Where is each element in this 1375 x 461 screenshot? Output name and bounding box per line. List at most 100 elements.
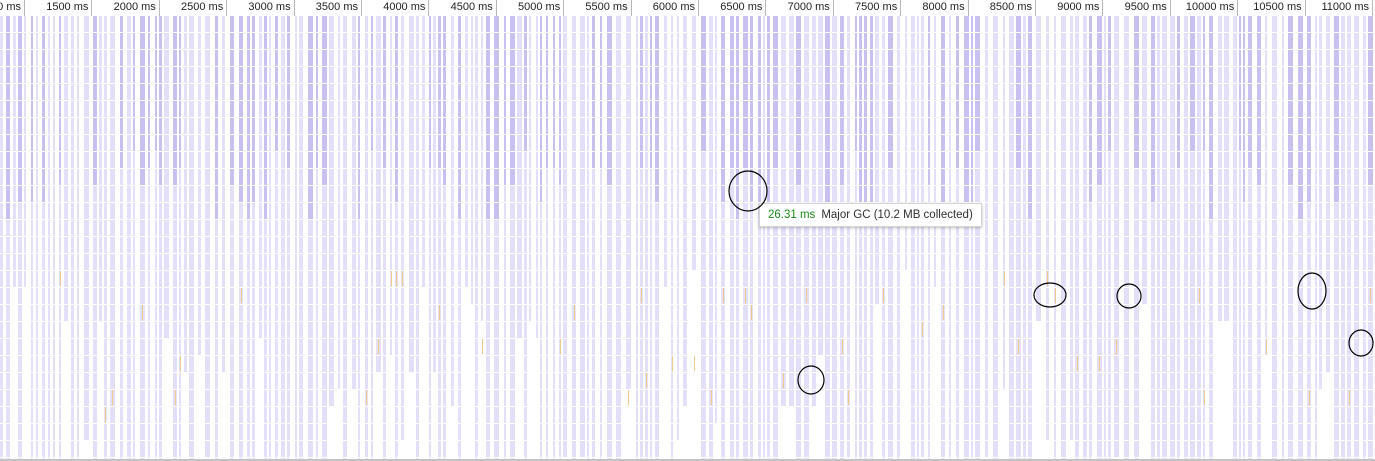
flame-event[interactable] <box>1157 118 1160 134</box>
flame-event[interactable] <box>1054 33 1056 49</box>
flame-event[interactable] <box>1003 186 1005 202</box>
flame-event[interactable] <box>1157 220 1160 236</box>
flame-event[interactable] <box>763 169 765 185</box>
flame-event[interactable] <box>338 50 340 66</box>
flame-event[interactable] <box>847 373 850 389</box>
flame-event[interactable] <box>99 152 102 168</box>
flame-event[interactable] <box>6 288 10 304</box>
flame-event[interactable] <box>1233 16 1237 32</box>
flame-event[interactable] <box>215 16 218 32</box>
flame-event[interactable] <box>99 220 102 236</box>
flame-event[interactable] <box>1124 152 1129 168</box>
flame-event[interactable] <box>13 169 16 185</box>
flame-event[interactable] <box>524 16 527 32</box>
flame-event[interactable] <box>1157 254 1160 270</box>
flame-event[interactable] <box>949 186 951 202</box>
flame-event[interactable] <box>475 237 478 253</box>
flame-event[interactable] <box>818 254 823 270</box>
flame-event[interactable] <box>230 424 234 440</box>
flame-event[interactable] <box>1288 16 1293 32</box>
flame-event[interactable] <box>1315 254 1317 270</box>
flame-event[interactable] <box>743 220 748 236</box>
flame-event[interactable] <box>1016 203 1021 219</box>
flame-event[interactable] <box>1023 169 1026 185</box>
flame-event[interactable] <box>1218 271 1222 287</box>
flame-event[interactable] <box>607 339 612 355</box>
flame-event[interactable] <box>859 373 862 389</box>
flame-event[interactable] <box>1108 118 1111 134</box>
flame-event[interactable] <box>299 305 303 321</box>
flame-event[interactable] <box>252 322 255 338</box>
flame-event[interactable] <box>504 254 506 270</box>
flame-event[interactable] <box>1190 441 1195 457</box>
flame-event[interactable] <box>956 50 959 66</box>
flame-event[interactable] <box>1028 237 1032 253</box>
flame-event[interactable] <box>1151 118 1155 134</box>
flame-event[interactable] <box>524 135 527 151</box>
flame-event[interactable] <box>316 16 318 32</box>
flame-event[interactable] <box>763 237 765 253</box>
flame-event[interactable] <box>758 16 761 32</box>
flame-event[interactable] <box>921 50 924 66</box>
flame-event[interactable] <box>316 424 318 440</box>
flame-event[interactable] <box>358 305 360 321</box>
flame-event[interactable] <box>239 424 243 440</box>
flame-event[interactable] <box>376 271 381 287</box>
flame-event[interactable] <box>358 458 360 459</box>
flame-event[interactable] <box>1177 373 1180 389</box>
flame-event[interactable] <box>1114 305 1119 321</box>
flame-event[interactable] <box>358 67 360 83</box>
flame-event[interactable] <box>859 186 862 202</box>
flame-event[interactable] <box>897 339 900 355</box>
flame-event[interactable] <box>572 169 576 185</box>
flame-event[interactable] <box>636 186 638 202</box>
flame-event[interactable] <box>767 118 770 134</box>
flame-event[interactable] <box>184 67 187 83</box>
flame-event[interactable] <box>1203 237 1205 253</box>
flame-event[interactable] <box>743 33 748 49</box>
flame-event[interactable] <box>701 84 706 100</box>
flame-event[interactable] <box>964 50 969 66</box>
flame-event[interactable] <box>352 152 356 168</box>
flame-event[interactable] <box>230 84 234 100</box>
flame-event[interactable] <box>1248 169 1252 185</box>
flame-event[interactable] <box>494 16 499 32</box>
flame-event[interactable] <box>870 288 873 304</box>
flame-event[interactable] <box>416 135 419 151</box>
flame-event[interactable] <box>443 67 446 83</box>
flame-event[interactable] <box>104 16 107 32</box>
flame-event[interactable] <box>701 322 706 338</box>
flame-event[interactable] <box>655 407 659 423</box>
flame-event[interactable] <box>48 186 50 202</box>
flame-event[interactable] <box>1016 373 1021 389</box>
flame-event[interactable] <box>48 101 50 117</box>
flame-event[interactable] <box>1177 271 1180 287</box>
flame-event[interactable] <box>239 390 243 406</box>
flame-event[interactable] <box>524 424 527 440</box>
flame-event[interactable] <box>352 339 356 355</box>
flame-event[interactable] <box>239 458 243 459</box>
flame-event[interactable] <box>825 305 830 321</box>
flame-event[interactable] <box>1224 271 1229 287</box>
flame-event[interactable] <box>36 288 38 304</box>
flame-event[interactable] <box>636 220 638 236</box>
flame-event[interactable] <box>504 169 506 185</box>
flame-event[interactable] <box>189 220 194 236</box>
flame-event[interactable] <box>715 254 717 270</box>
flame-event[interactable] <box>120 356 123 372</box>
flame-event[interactable] <box>553 356 555 372</box>
flame-event[interactable] <box>796 322 801 338</box>
flame-event[interactable] <box>1104 356 1106 372</box>
flame-event[interactable] <box>928 322 930 338</box>
flame-event[interactable] <box>64 305 68 321</box>
flame-event[interactable] <box>205 186 210 202</box>
flame-event[interactable] <box>322 390 327 406</box>
flame-event[interactable] <box>616 339 621 355</box>
flame-event[interactable] <box>343 237 347 253</box>
flame-event[interactable] <box>655 203 659 219</box>
flame-event[interactable] <box>59 152 61 168</box>
flame-event[interactable] <box>104 169 107 185</box>
flame-event[interactable] <box>230 33 234 49</box>
flame-event[interactable] <box>1315 407 1317 423</box>
flame-event[interactable] <box>855 135 857 151</box>
